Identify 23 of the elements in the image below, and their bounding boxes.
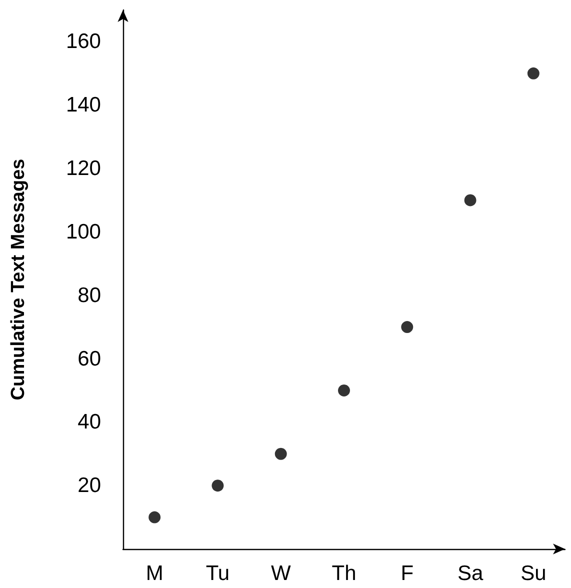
point (212, 480, 224, 492)
x-tick-label: W (270, 562, 291, 585)
y-tick-label: 80 (78, 284, 101, 307)
point (464, 194, 476, 206)
x-tick-label: Th (332, 562, 356, 585)
y-tick-label: 140 (66, 94, 101, 117)
x-tick-label: M (146, 562, 164, 585)
x-tick-label: Tu (206, 562, 230, 585)
point (527, 67, 540, 80)
x-tick-label: Sa (457, 562, 484, 585)
y-tick-label: 20 (78, 474, 101, 498)
point (274, 448, 287, 460)
x-tick-label: F (400, 562, 414, 585)
point (148, 511, 161, 524)
y-tick-label: 160 (66, 30, 101, 54)
y-tick-label: 60 (78, 347, 101, 370)
y-tick-label: 120 (66, 157, 101, 180)
y-tick-label: 40 (78, 410, 101, 434)
x-tick-label: Su (520, 562, 546, 585)
point (401, 321, 414, 334)
y-tick-label: 100 (66, 220, 101, 244)
point (338, 384, 350, 396)
y-axis-title: Cumulative Text Messages (8, 158, 29, 400)
